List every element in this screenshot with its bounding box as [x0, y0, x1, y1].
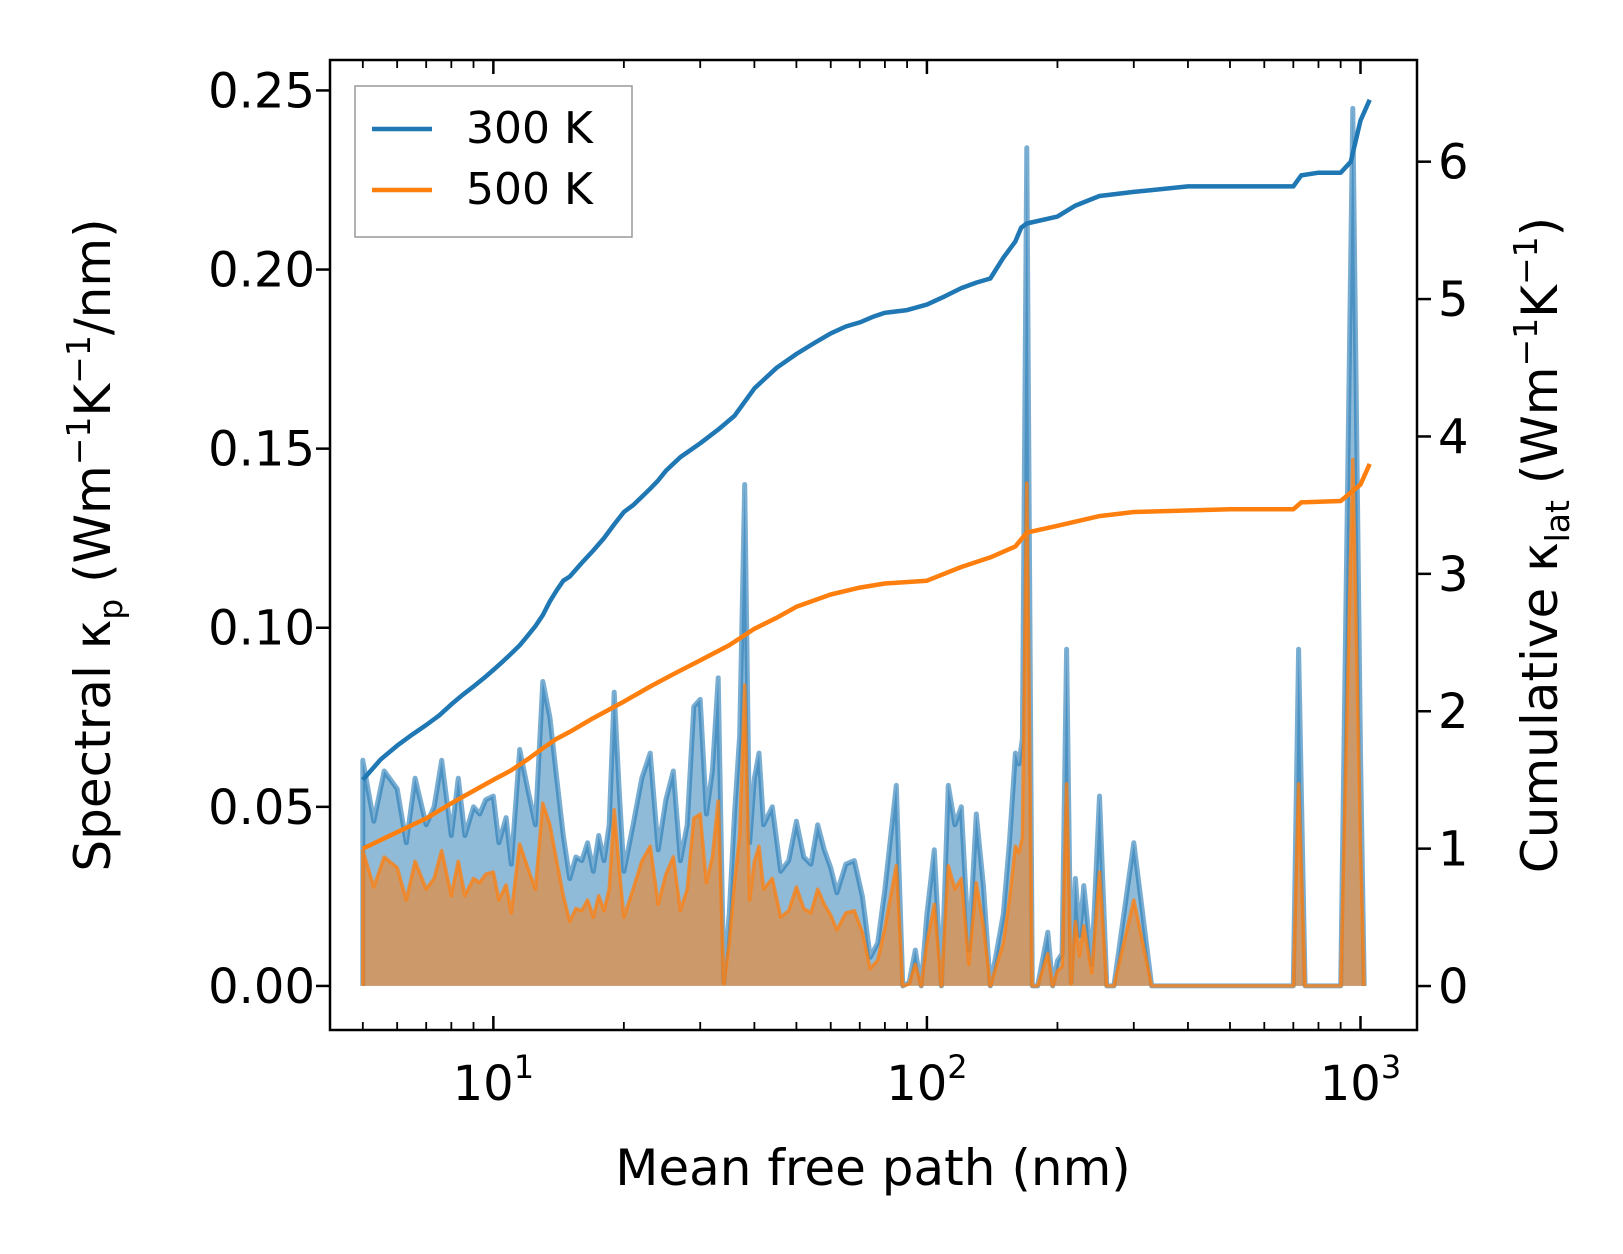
- y-left-tick-label: 0.00: [208, 959, 315, 1015]
- legend-label-300k: 300 K: [466, 103, 594, 154]
- y-left-tick-label: 0.25: [208, 63, 315, 119]
- left-y-axis-label: Spectral κp (Wm−1K−1/nm): [59, 218, 130, 871]
- x-tick-label: 103: [1320, 1048, 1401, 1112]
- y-right-tick-label: 0: [1438, 959, 1469, 1015]
- plot-frame: [328, 58, 1419, 1032]
- legend: 300 K 500 K: [354, 85, 633, 238]
- y-right-tick-label: 1: [1438, 822, 1469, 878]
- spectral-area-500k: [361, 457, 1366, 988]
- legend-frame: [354, 85, 633, 238]
- y-right-tick-label: 2: [1438, 684, 1469, 740]
- axis-ticks: [316, 60, 1431, 1030]
- cumulative-lines: [361, 98, 1372, 851]
- y-left-tick-label: 0.05: [208, 780, 315, 836]
- y-right-tick-label: 4: [1438, 409, 1469, 465]
- x-tick-label: 101: [453, 1048, 534, 1112]
- x-axis-label: Mean free path (nm): [615, 1139, 1131, 1197]
- legend-label-500k: 500 K: [466, 164, 594, 215]
- right-y-axis-label: Cumulative κlat (Wm−1K−1): [1506, 217, 1577, 873]
- y-right-tick-label: 6: [1438, 135, 1469, 191]
- cumulative-line-300k: [361, 98, 1372, 782]
- y-right-tick-label: 3: [1438, 547, 1469, 603]
- y-right-tick-label: 5: [1438, 272, 1469, 328]
- y-left-tick-label: 0.15: [208, 422, 315, 478]
- y-left-tick-label: 0.20: [208, 243, 315, 299]
- spectral-area-300k: [360, 105, 1367, 989]
- y-left-tick-label: 0.10: [208, 601, 315, 657]
- cumulative-line-500k: [361, 462, 1372, 851]
- x-tick-label: 102: [886, 1048, 967, 1112]
- spectral-areas: [360, 105, 1367, 989]
